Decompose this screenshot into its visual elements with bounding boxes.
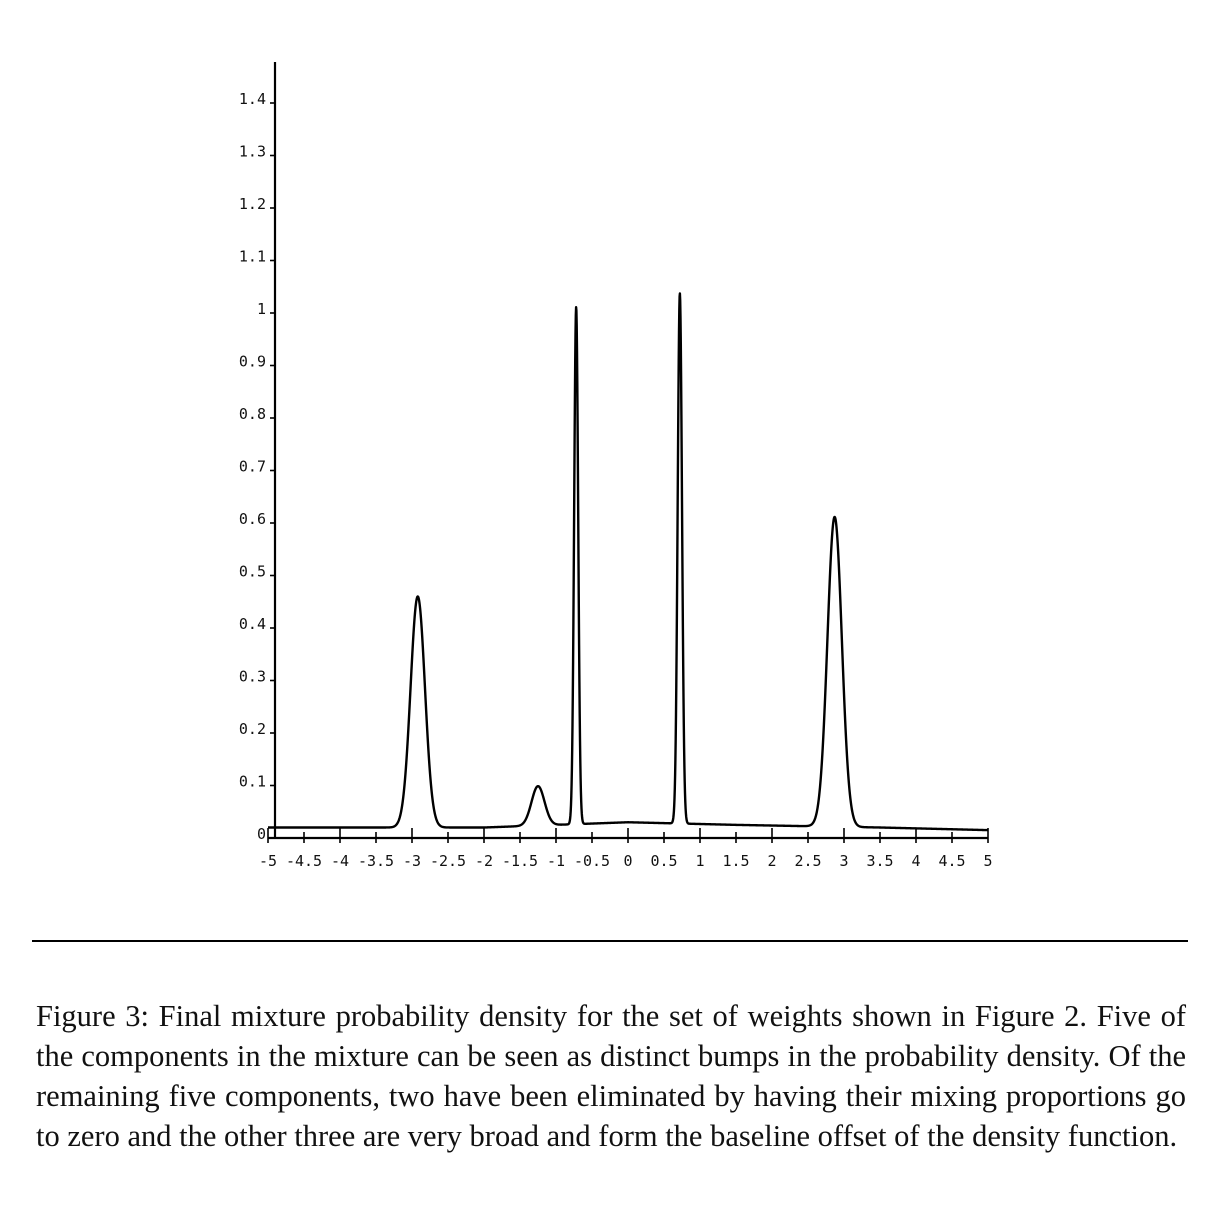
x-tick-label: 2.5 <box>794 852 821 870</box>
y-tick-label: 1.2 <box>239 195 266 213</box>
y-tick-label: 0.6 <box>239 510 266 528</box>
y-tick-label: 0 <box>257 825 266 843</box>
x-tick-label: -3 <box>403 852 421 870</box>
y-tick-label: 0.1 <box>239 773 266 791</box>
x-tick-label: -0.5 <box>574 852 610 870</box>
y-tick-label: 0.5 <box>239 563 266 581</box>
y-axis-ticks: 0 0.1 0.2 0.3 0.4 0.5 0.6 0.7 0.8 0.9 1 1.1 1.2 1.3 1.… <box>239 90 276 843</box>
chart-axes <box>268 62 988 840</box>
density-chart: -5 -4.5 -4 -3.5 -3 -2.5 -2 -1.5 -1 -0.5 0 0.5 1 1.5 2 2… <box>239 62 993 870</box>
plot-area <box>267 292 989 832</box>
x-tick-label: 3.5 <box>866 852 893 870</box>
x-tick-label: 2 <box>767 852 776 870</box>
y-tick-label: 0.8 <box>239 405 266 423</box>
x-tick-label: 3 <box>839 852 848 870</box>
x-tick-label: -4 <box>331 852 349 870</box>
density-curve <box>267 292 989 832</box>
x-tick-label: 4.5 <box>938 852 965 870</box>
x-tick-label: -5 <box>259 852 277 870</box>
caption-divider <box>32 940 1188 942</box>
figure-caption: Figure 3: Final mixture probability dens… <box>36 999 1186 1153</box>
x-tick-label: 4 <box>911 852 920 870</box>
x-tick-label: 0.5 <box>650 852 677 870</box>
x-tick-label: 1.5 <box>722 852 749 870</box>
x-tick-label: -4.5 <box>286 852 322 870</box>
x-tick-label: -3.5 <box>358 852 394 870</box>
x-tick-label: 0 <box>623 852 632 870</box>
x-axis-ticks: -5 -4.5 -4 -3.5 -3 -2.5 -2 -1.5 -1 -0.5 0 0.5 1 1.5 2 2… <box>259 828 993 870</box>
x-tick-label: -1.5 <box>502 852 538 870</box>
x-tick-label: -1 <box>547 852 565 870</box>
y-tick-label: 1.4 <box>239 90 266 108</box>
x-tick-label: -2 <box>475 852 493 870</box>
y-tick-label: 0.3 <box>239 668 266 686</box>
y-tick-label: 0.2 <box>239 720 266 738</box>
y-tick-label: 0.9 <box>239 353 266 371</box>
x-tick-label: -2.5 <box>430 852 466 870</box>
x-tick-label: 1 <box>695 852 704 870</box>
x-tick-label: 5 <box>983 852 992 870</box>
y-tick-label: 0.4 <box>239 615 266 633</box>
y-tick-label: 1.3 <box>239 143 266 161</box>
y-tick-label: 1.1 <box>239 248 266 266</box>
y-tick-label: 1 <box>257 300 266 318</box>
y-tick-label: 0.7 <box>239 458 266 476</box>
